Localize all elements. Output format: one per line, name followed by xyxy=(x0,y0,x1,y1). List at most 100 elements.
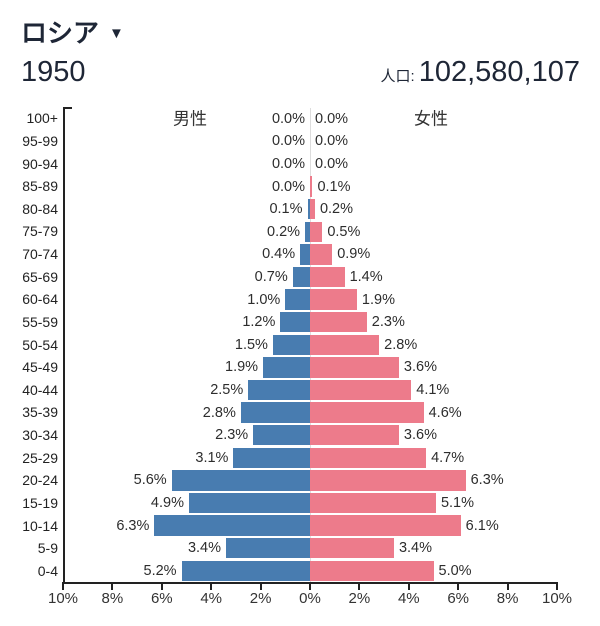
x-axis-tick-label: 8% xyxy=(496,590,519,607)
female-value-label: 0.0% xyxy=(315,133,349,150)
male-value-label: 0.4% xyxy=(262,246,296,263)
x-axis-tick-label: 10% xyxy=(47,590,79,607)
x-axis-tick xyxy=(160,582,163,590)
female-value-label: 3.6% xyxy=(403,359,437,376)
male-bar xyxy=(253,424,310,446)
female-value-label: 0.0% xyxy=(315,155,349,172)
age-group-label: 95-99 xyxy=(22,132,58,149)
x-axis-tick-label: 0% xyxy=(299,590,321,607)
y-axis-line xyxy=(63,107,65,583)
x-axis-tick-label: 2% xyxy=(249,590,272,607)
female-value-label: 0.5% xyxy=(327,223,361,240)
age-group-label: 0-4 xyxy=(37,562,58,579)
male-value-label: 4.9% xyxy=(150,494,184,511)
age-group-label: 35-39 xyxy=(22,404,58,421)
population-readout: 人口: 102,580,107 xyxy=(381,56,580,89)
country-selector[interactable]: ロシア ▼ xyxy=(21,13,124,50)
x-axis-tick-label: 6% xyxy=(447,590,470,607)
x-axis-tick-label: 8% xyxy=(101,590,124,607)
male-value-label: 5.6% xyxy=(133,472,167,489)
x-axis-tick-label: 4% xyxy=(397,590,420,607)
female-bar xyxy=(310,515,461,536)
female-value-label: 0.2% xyxy=(319,200,353,217)
female-value-label: 1.4% xyxy=(349,268,383,285)
male-value-label: 0.0% xyxy=(271,178,305,195)
female-value-label: 3.6% xyxy=(403,426,437,443)
female-bar xyxy=(310,289,357,310)
female-value-label: 0.0% xyxy=(315,110,349,127)
age-group-label: 30-34 xyxy=(22,427,58,444)
male-bar xyxy=(188,492,310,514)
male-value-label: 0.7% xyxy=(254,268,288,285)
male-bar xyxy=(154,515,310,536)
male-bar xyxy=(263,357,310,378)
age-group-label: 50-54 xyxy=(22,336,58,353)
age-group-label: 45-49 xyxy=(22,359,58,376)
age-axis-labels: 100+ 95-99 90-94 85-89 80-84 75-79 70-74 65-69 6… xyxy=(0,107,58,582)
male-bar xyxy=(292,266,310,288)
female-bar xyxy=(310,537,394,559)
population-value: 102,580,107 xyxy=(418,56,580,88)
female-bar xyxy=(310,470,466,491)
age-group-label: 15-19 xyxy=(22,494,58,511)
x-axis-tick-label: 4% xyxy=(200,590,223,607)
age-group-label: 10-14 xyxy=(22,517,58,534)
male-value-label: 5.2% xyxy=(143,562,177,579)
x-axis-tick xyxy=(506,582,509,590)
male-bar xyxy=(226,537,310,559)
age-group-label: 90-94 xyxy=(22,155,58,172)
female-series-label: 女性 xyxy=(414,109,448,129)
male-value-label: 2.8% xyxy=(202,404,236,421)
female-value-label: 4.7% xyxy=(431,449,465,466)
age-group-label: 70-74 xyxy=(22,246,58,263)
y-axis-top-tick xyxy=(63,107,72,109)
year-label: 1950 xyxy=(21,56,86,88)
male-value-label: 1.2% xyxy=(242,313,276,330)
female-value-label: 4.1% xyxy=(416,381,450,398)
dropdown-caret-icon: ▼ xyxy=(109,25,124,42)
age-group-label: 40-44 xyxy=(22,381,58,398)
male-bar xyxy=(240,402,310,423)
male-bar xyxy=(233,447,310,468)
female-bar xyxy=(310,492,436,514)
female-bar xyxy=(310,266,345,288)
male-bar xyxy=(280,311,310,333)
population-label: 人口: xyxy=(380,68,415,85)
male-value-label: 0.1% xyxy=(269,200,303,217)
x-axis-tick xyxy=(556,582,558,590)
x-axis-tick-label: 6% xyxy=(150,590,173,607)
x-axis-tick-label: 2% xyxy=(348,590,371,607)
x-axis-tick xyxy=(309,582,311,590)
male-bar xyxy=(272,334,310,355)
male-bar xyxy=(171,470,310,491)
female-value-label: 1.9% xyxy=(361,291,395,308)
female-bar xyxy=(310,560,434,581)
female-value-label: 2.3% xyxy=(371,313,405,330)
male-value-label: 1.9% xyxy=(225,359,259,376)
x-axis-tick xyxy=(111,582,114,590)
age-group-label: 55-59 xyxy=(22,313,58,330)
female-bar xyxy=(310,379,412,401)
male-value-label: 6.3% xyxy=(116,517,150,534)
female-bar xyxy=(310,424,399,446)
x-axis-tick xyxy=(210,582,213,590)
male-bar xyxy=(300,244,310,265)
male-series-label: 男性 xyxy=(173,109,207,129)
male-value-label: 0.0% xyxy=(271,155,305,172)
x-axis-tick-label: 10% xyxy=(541,590,573,607)
male-bar xyxy=(181,560,310,581)
female-bar xyxy=(310,198,315,220)
male-value-label: 3.4% xyxy=(187,539,222,556)
female-value-label: 6.1% xyxy=(465,517,499,534)
male-value-label: 1.5% xyxy=(234,336,268,353)
female-bar xyxy=(310,221,323,242)
female-value-label: 5.1% xyxy=(440,494,475,511)
age-group-label: 75-79 xyxy=(22,223,58,240)
x-axis-tick xyxy=(407,582,410,590)
male-value-label: 1.0% xyxy=(247,291,281,308)
female-value-label: 5.0% xyxy=(438,562,472,579)
female-value-label: 3.4% xyxy=(398,539,433,556)
x-axis-tick xyxy=(358,582,361,590)
female-value-label: 2.8% xyxy=(384,336,418,353)
male-value-label: 0.0% xyxy=(271,110,305,127)
